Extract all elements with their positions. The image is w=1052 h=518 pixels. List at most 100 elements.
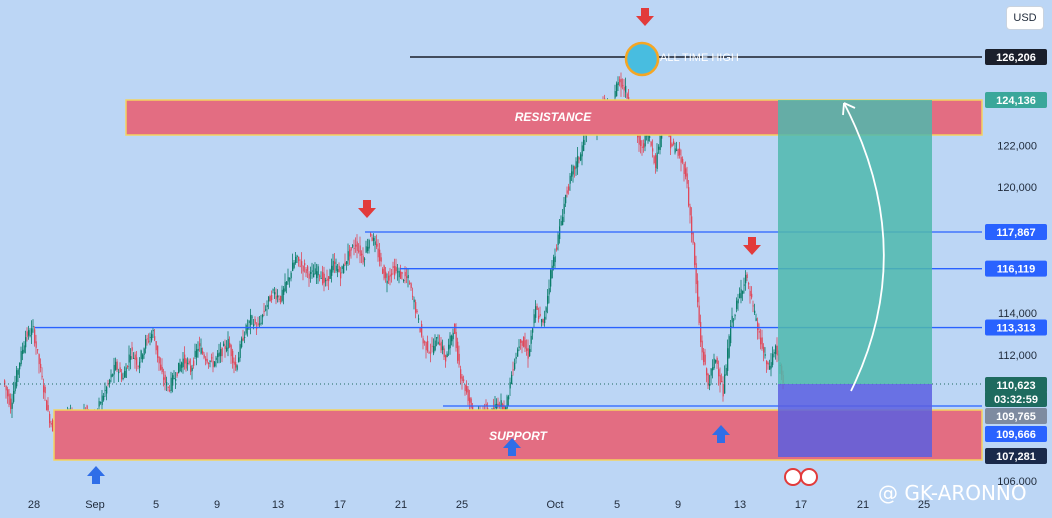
currency-button[interactable]: USD (1006, 6, 1044, 30)
candle-body (191, 367, 193, 371)
candle-body (404, 271, 406, 277)
candle-body (766, 360, 768, 365)
candle-body (17, 369, 19, 375)
candle-body (580, 154, 582, 161)
candle-body (614, 91, 616, 98)
candle-body (398, 270, 400, 278)
candle-body (307, 266, 309, 271)
candle-body (134, 354, 136, 360)
candle-body (320, 277, 322, 279)
candle-body (164, 374, 166, 383)
candle-body (277, 295, 279, 298)
candle-body (392, 266, 394, 268)
candle-body (706, 368, 708, 376)
candle-body (512, 369, 514, 371)
projection-arrowhead (842, 102, 856, 116)
candle-body (167, 386, 169, 388)
x-tick-label: 13 (734, 499, 746, 511)
candle-body (566, 190, 568, 194)
candle-body (266, 304, 268, 307)
candle-body (556, 247, 558, 250)
candle-body (308, 273, 310, 279)
x-tick-label: 5 (153, 499, 159, 511)
candle-body (638, 134, 640, 145)
candle-body (539, 313, 541, 316)
x-tick-label: 13 (272, 499, 284, 511)
candle-body (128, 354, 130, 363)
candle-body (332, 260, 334, 271)
candle-body (760, 337, 762, 345)
candle-body (691, 216, 693, 235)
candle-body (355, 244, 357, 247)
candle-body (541, 319, 543, 323)
candle-body (520, 339, 522, 343)
candle-body (433, 346, 435, 354)
candle-body (620, 78, 622, 88)
candle-body (748, 283, 750, 285)
candle-body (754, 310, 756, 314)
candle-body (151, 334, 153, 341)
candle-body (184, 354, 186, 364)
candle-body (385, 271, 387, 278)
candle-body (730, 325, 732, 344)
candle-body (739, 293, 741, 299)
candle-body (281, 289, 283, 301)
candle-body (485, 404, 487, 407)
price-tag-label: 109,765 (996, 411, 1036, 423)
price-tag-label: 116,119 (997, 264, 1036, 276)
candle-body (467, 389, 469, 401)
candle-body (736, 300, 738, 310)
candle-body (376, 243, 378, 247)
candle-body (257, 323, 259, 326)
price-tag-label: 03:32:59 (994, 394, 1038, 406)
candle-body (149, 336, 151, 338)
candle-body (283, 288, 285, 295)
candle-body (106, 386, 108, 394)
candle-body (209, 360, 211, 362)
candle-body (349, 249, 351, 257)
candle-body (434, 340, 436, 351)
candle-body (559, 226, 561, 240)
candle-body (217, 353, 219, 358)
candle-body (199, 343, 201, 347)
x-tick-label: 9 (214, 499, 220, 511)
candle-body (673, 141, 675, 145)
x-tick-label: 28 (28, 499, 40, 511)
candle-body (230, 345, 232, 357)
candle-body (182, 358, 184, 368)
candle-body (101, 395, 103, 406)
candle-body (647, 132, 649, 142)
candle-body (529, 349, 531, 357)
candle-body (400, 271, 402, 279)
candle-body (680, 157, 682, 163)
candle-body (275, 295, 277, 300)
candle-body (86, 405, 88, 412)
axis-layer: 28 Sep 5 9 13 17 21 25 Oct 5 9 13 17 21 25 106,000 112,0… (28, 140, 1037, 511)
candle-body (50, 423, 52, 425)
candle-body (422, 338, 424, 344)
candle-body (226, 347, 228, 351)
candle-body (569, 175, 571, 184)
y-tick-label: 120,000 (997, 182, 1037, 194)
candle-body (298, 256, 300, 261)
price-tag-label: 107,281 (996, 451, 1036, 463)
candle-body (674, 148, 676, 153)
candle-body (188, 360, 190, 364)
candle-body (244, 336, 246, 338)
candle-body (581, 145, 583, 157)
candle-body (31, 328, 33, 335)
candle-body (538, 315, 540, 320)
candle-body (454, 324, 456, 334)
candle-body (460, 369, 462, 379)
candle-body (254, 318, 256, 324)
candle-body (617, 82, 619, 86)
candle-body (511, 374, 513, 385)
candle-body (641, 146, 643, 148)
candle-body (245, 325, 247, 334)
candle-body (343, 264, 345, 274)
candle-body (571, 171, 573, 177)
candle-body (437, 341, 439, 345)
candle-body (679, 148, 681, 156)
candle-body (334, 261, 336, 265)
